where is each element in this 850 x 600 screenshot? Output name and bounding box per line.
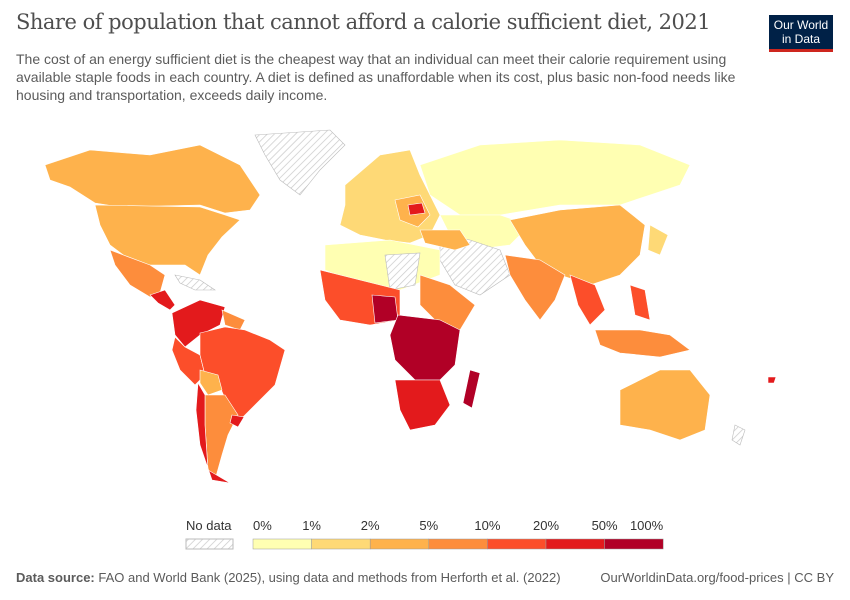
legend-tick-label: 50% — [592, 518, 618, 533]
legend-bin[interactable] — [369, 538, 430, 550]
region-nigeria[interactable] — [371, 294, 399, 324]
legend-tick-label: 1% — [302, 518, 321, 533]
logo-line1: Our World — [773, 18, 829, 32]
region-colombia-venezuela[interactable] — [171, 299, 226, 348]
legend-tick-label: 0% — [253, 518, 272, 533]
region-romania[interactable] — [407, 202, 426, 216]
region-japan-korea[interactable] — [647, 224, 669, 256]
region-new-zealand[interactable] — [731, 424, 746, 446]
region-caribbean[interactable] — [174, 274, 216, 291]
region-bolivia[interactable] — [199, 369, 223, 396]
region-australia[interactable] — [619, 369, 711, 441]
region-uruguay[interactable] — [229, 414, 245, 428]
region-middle-east[interactable] — [439, 234, 511, 296]
chart-subtitle: The cost of an energy sufficient diet is… — [16, 51, 736, 103]
legend-no-data-swatch[interactable] — [185, 538, 234, 550]
source-text: FAO and World Bank (2025), using data an… — [98, 570, 561, 585]
region-chile[interactable] — [195, 382, 231, 484]
region-greenland[interactable] — [254, 129, 346, 196]
region-pacific-islands[interactable] — [767, 376, 777, 384]
legend-bin[interactable] — [487, 538, 547, 550]
data-source: Data source: FAO and World Bank (2025), … — [16, 570, 561, 585]
region-madagascar[interactable] — [462, 369, 481, 409]
legend-bin[interactable] — [604, 538, 664, 550]
region-central-america[interactable] — [149, 289, 176, 311]
region-southeast-asia[interactable] — [569, 274, 606, 326]
region-turkey-iran[interactable] — [419, 229, 471, 251]
legend-bin[interactable] — [311, 538, 371, 550]
owid-logo[interactable]: Our World in Data — [769, 15, 833, 52]
chart-title: Share of population that cannot afford a… — [16, 10, 711, 34]
source-label: Data source: — [16, 570, 95, 585]
legend-tick-label: 20% — [533, 518, 559, 533]
world-map[interactable] — [0, 125, 850, 495]
region-sahara-nodata[interactable] — [384, 252, 421, 291]
region-india[interactable] — [504, 254, 566, 321]
legend-no-data-label: No data — [186, 518, 232, 533]
legend-tick-label: 5% — [419, 518, 438, 533]
legend-tick-label: 10% — [474, 518, 500, 533]
region-philippines[interactable] — [629, 284, 651, 321]
legend-tick-label: 2% — [361, 518, 380, 533]
legend-bin[interactable] — [545, 538, 605, 550]
legend: No data 0% 1% 2% 5% 10% 20% 50% 100% — [185, 518, 664, 550]
region-central-africa[interactable] — [389, 314, 461, 381]
region-southern-africa[interactable] — [394, 379, 451, 431]
legend-bin[interactable] — [252, 538, 312, 550]
source-link[interactable]: OurWorldinData.org/food-prices | CC BY — [600, 570, 834, 585]
region-canada[interactable] — [44, 144, 261, 214]
region-indonesia[interactable] — [594, 329, 691, 358]
legend-tick-label: 100% — [630, 518, 664, 533]
region-usa[interactable] — [94, 204, 241, 276]
region-argentina[interactable] — [204, 394, 239, 481]
logo-line2: in Data — [781, 32, 821, 46]
legend-bin[interactable] — [428, 538, 488, 550]
region-russia[interactable] — [419, 139, 691, 216]
